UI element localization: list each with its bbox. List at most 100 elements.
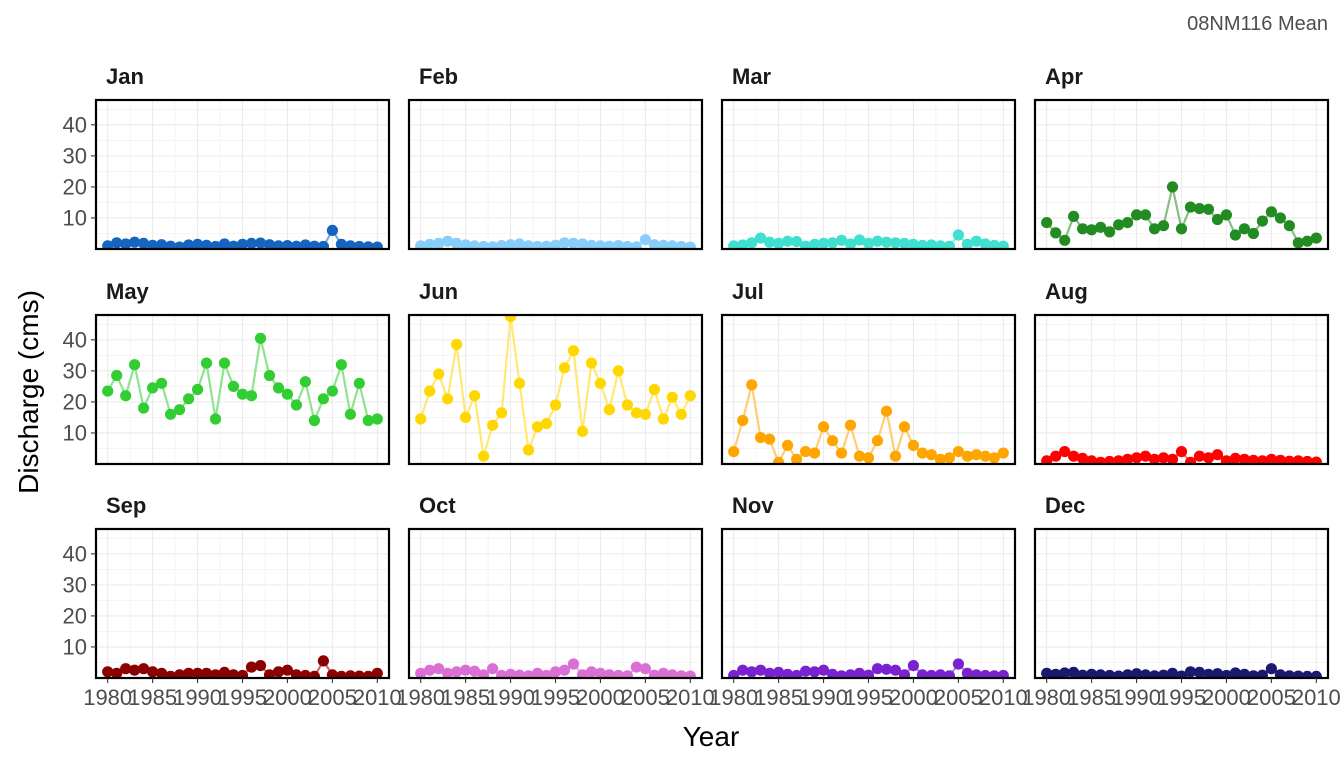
data-point	[513, 669, 526, 678]
data-point	[1113, 670, 1125, 678]
panel-mar: Mar	[720, 64, 1017, 251]
data-point	[505, 668, 517, 678]
series-points	[728, 229, 1009, 249]
data-point	[1238, 668, 1250, 678]
data-point	[1283, 455, 1295, 464]
data-point	[1193, 666, 1206, 678]
data-point	[272, 382, 285, 394]
data-point	[549, 399, 562, 411]
data-point	[898, 237, 911, 249]
facet-panels: Jan 10 20 30 40 Feb Mar Apr May 10 20 30 40 Jun Jul Aug…	[63, 64, 1341, 710]
y-axis: 10 20 30 40	[63, 112, 96, 230]
data-point	[1193, 203, 1206, 215]
data-point	[192, 667, 204, 678]
data-point	[549, 239, 562, 249]
x-tick-label: 2000	[889, 685, 938, 710]
series-points	[415, 658, 696, 678]
data-point	[1068, 666, 1080, 678]
panel-title: Mar	[732, 64, 772, 89]
data-point	[129, 664, 141, 676]
data-point	[782, 668, 794, 678]
data-point	[1104, 669, 1116, 678]
data-point	[800, 665, 812, 677]
data-point	[1310, 232, 1322, 244]
gridlines	[1035, 315, 1328, 464]
x-tick-label: 2005	[621, 685, 670, 710]
data-point	[961, 238, 973, 249]
x-tick-label: 1990	[799, 685, 848, 710]
data-point	[558, 664, 571, 676]
data-point	[192, 238, 204, 249]
data-point	[1050, 227, 1062, 239]
panel-title: Sep	[106, 493, 146, 518]
data-point	[979, 238, 991, 249]
data-point	[666, 240, 678, 249]
panel-title: Apr	[1045, 64, 1083, 89]
data-point	[997, 669, 1009, 678]
data-point	[290, 669, 302, 678]
y-tick-label: 40	[63, 541, 87, 566]
data-point	[1301, 235, 1313, 247]
data-point	[505, 239, 517, 249]
data-point	[371, 667, 383, 678]
data-point	[988, 452, 1000, 464]
data-point	[916, 669, 928, 678]
data-point	[800, 446, 812, 458]
panel-border	[1033, 313, 1330, 466]
data-point	[853, 667, 866, 678]
gridlines	[409, 100, 702, 249]
data-point	[898, 669, 911, 678]
data-point	[254, 237, 267, 249]
data-point	[353, 240, 365, 249]
data-point	[433, 663, 445, 675]
data-point	[684, 390, 696, 402]
data-point	[1247, 670, 1259, 678]
data-point	[433, 368, 445, 380]
data-point	[156, 239, 168, 249]
data-point	[442, 393, 454, 405]
data-point	[531, 240, 544, 249]
data-point	[218, 666, 231, 678]
data-point	[594, 667, 606, 678]
data-point	[353, 377, 365, 389]
data-point	[344, 670, 356, 678]
data-point	[970, 669, 982, 678]
x-tick-label: 2010	[353, 685, 402, 710]
data-point	[1166, 181, 1179, 193]
data-point	[675, 670, 687, 678]
data-point	[1157, 669, 1170, 678]
gridlines	[96, 100, 389, 249]
data-point	[469, 665, 481, 677]
data-point	[1041, 455, 1053, 464]
data-point	[156, 667, 168, 678]
x-tick-label: 1990	[486, 685, 535, 710]
data-point	[1292, 670, 1304, 678]
data-point	[818, 421, 830, 433]
data-point	[603, 240, 615, 249]
data-point	[925, 239, 937, 249]
data-point	[1292, 455, 1304, 464]
data-point	[1157, 452, 1170, 464]
data-point	[460, 664, 472, 676]
data-point	[630, 241, 642, 249]
data-point	[1077, 223, 1089, 235]
data-point	[522, 670, 535, 678]
data-point	[263, 669, 276, 678]
data-point	[1211, 668, 1224, 678]
data-point	[236, 669, 249, 678]
data-point	[469, 390, 481, 402]
panel-border	[720, 313, 1017, 466]
data-point	[657, 413, 670, 425]
series-points	[1041, 181, 1322, 249]
data-point	[183, 393, 195, 405]
panel-title: Oct	[419, 493, 456, 518]
data-point	[675, 240, 687, 249]
y-tick-label: 40	[63, 327, 87, 352]
data-point	[612, 240, 624, 249]
data-point	[764, 667, 776, 678]
data-point	[424, 238, 436, 249]
data-point	[281, 240, 293, 249]
data-point	[898, 421, 911, 433]
data-point	[648, 239, 660, 249]
